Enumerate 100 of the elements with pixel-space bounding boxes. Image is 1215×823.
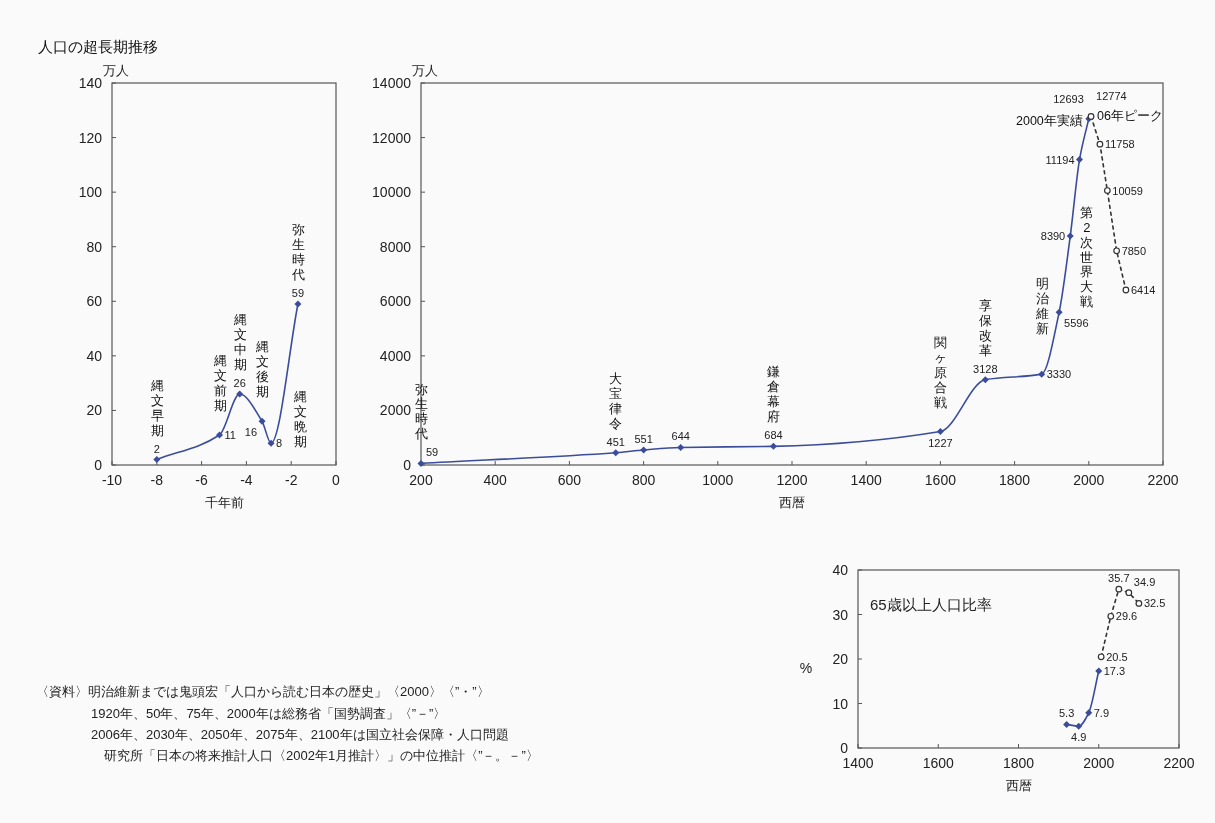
x-tick-label: 1600 bbox=[922, 755, 955, 771]
data-label: 4.9 bbox=[1071, 731, 1087, 744]
data-label: 34.9 bbox=[1133, 575, 1156, 588]
annotation: 縄文晩期 bbox=[293, 389, 308, 450]
annotation: 縄文中期 bbox=[232, 312, 247, 373]
y-tick-label: 20 bbox=[86, 402, 103, 419]
x-tick-label: -8 bbox=[150, 472, 164, 488]
data-label: 59 bbox=[291, 287, 305, 300]
y-tick-label: 40 bbox=[832, 562, 849, 578]
text: 研究所「日本の将来推計人口〈2002年1月推計〉」の中位推計〈”－。－”〉 bbox=[104, 748, 539, 763]
data-label: 32.5 bbox=[1143, 597, 1166, 610]
data-label: 10059 bbox=[1112, 184, 1143, 197]
data-label: 644 bbox=[671, 430, 690, 443]
y-axis-title: 万人 bbox=[412, 63, 438, 78]
annotation: 2000年実績 bbox=[1015, 113, 1083, 129]
x-tick-label: 400 bbox=[483, 472, 508, 488]
x-tick-label: 1400 bbox=[850, 472, 882, 488]
x-tick-label: -2 bbox=[284, 472, 298, 488]
data-label: 12693 bbox=[1053, 92, 1084, 105]
x-axis-title: 西暦 bbox=[779, 495, 805, 510]
chart-title: 人口の超長期推移 bbox=[38, 38, 158, 55]
x-tick-label: -10 bbox=[101, 472, 123, 488]
y-tick-label: 40 bbox=[86, 347, 103, 364]
annotation: 縄文前期 bbox=[212, 353, 227, 413]
data-label: 3128 bbox=[973, 362, 998, 375]
data-label: 1227 bbox=[928, 436, 953, 449]
x-tick-label: 2000 bbox=[1073, 472, 1105, 488]
y-tick-label: 20 bbox=[832, 651, 849, 667]
annotation: 関ヶ原合戦 bbox=[933, 334, 947, 410]
data-label: 29.6 bbox=[1115, 610, 1138, 623]
y-tick-label: 120 bbox=[78, 129, 103, 146]
data-label: 7850 bbox=[1121, 244, 1147, 257]
y-tick-label: 6000 bbox=[379, 293, 412, 310]
text: 〈資料〉明治維新までは鬼頭宏「人口から読む日本の歴史」〈2000〉〈”・”〉 bbox=[36, 684, 490, 699]
x-axis-title: 千年前 bbox=[204, 495, 244, 510]
data-label: 11 bbox=[224, 428, 236, 441]
x-tick-label: 600 bbox=[557, 472, 582, 488]
annotation: 享保改革 bbox=[978, 297, 992, 358]
data-label: 20.5 bbox=[1106, 650, 1128, 663]
annotation: 鎌倉幕府 bbox=[766, 364, 780, 425]
x-tick-label: 1800 bbox=[1002, 755, 1035, 771]
y-axis-title: % bbox=[799, 660, 813, 676]
x-tick-label: 1800 bbox=[999, 472, 1031, 488]
data-label: 3330 bbox=[1046, 368, 1072, 381]
x-tick-label: 800 bbox=[631, 472, 656, 488]
data-label: 451 bbox=[606, 435, 625, 448]
annotation: 弥生時代 bbox=[414, 381, 428, 442]
data-label: 6414 bbox=[1130, 283, 1156, 296]
y-tick-label: 60 bbox=[86, 293, 103, 310]
y-tick-label: 14000 bbox=[372, 75, 412, 91]
annotation: 縄文早期 bbox=[149, 377, 164, 438]
x-tick-label: 200 bbox=[409, 472, 433, 488]
y-tick-label: 100 bbox=[78, 184, 103, 201]
text: 1920年、50年、75年、2000年は総務省「国勢調査」〈”－”〉 bbox=[91, 706, 447, 721]
data-label: 8 bbox=[276, 437, 283, 450]
x-tick-label: 2200 bbox=[1147, 472, 1179, 488]
data-label: 11194 bbox=[1045, 153, 1075, 166]
y-tick-label: 30 bbox=[832, 606, 849, 623]
y-tick-label: 2000 bbox=[379, 402, 412, 419]
y-tick-label: 8000 bbox=[379, 238, 412, 255]
data-label: 684 bbox=[764, 429, 783, 442]
x-tick-label: -4 bbox=[240, 472, 253, 488]
annotation: 弥生時代 bbox=[290, 222, 305, 283]
x-tick-label: 1400 bbox=[842, 755, 874, 771]
x-tick-label: 0 bbox=[332, 472, 341, 488]
x-tick-label: 1000 bbox=[702, 472, 734, 488]
annotation: 第2次世界大戦 bbox=[1080, 204, 1094, 310]
y-tick-label: 0 bbox=[94, 457, 103, 473]
data-label: 16 bbox=[244, 426, 258, 439]
annotation: 65歳以上人口比率 bbox=[870, 596, 992, 613]
data-label: 8390 bbox=[1040, 230, 1066, 243]
annotation: 縄文後期 bbox=[255, 339, 270, 400]
data-label: 17.3 bbox=[1103, 665, 1126, 678]
y-tick-label: 0 bbox=[403, 457, 412, 473]
y-tick-label: 10000 bbox=[372, 184, 412, 201]
y-tick-label: 10 bbox=[832, 695, 849, 712]
x-tick-label: 2200 bbox=[1163, 755, 1195, 771]
x-tick-label: 1200 bbox=[776, 472, 808, 488]
x-tick-label: -6 bbox=[195, 472, 209, 488]
x-tick-label: 1600 bbox=[924, 472, 957, 488]
y-tick-label: 0 bbox=[840, 740, 849, 756]
data-label: 35.7 bbox=[1108, 572, 1130, 585]
y-tick-label: 140 bbox=[78, 75, 103, 91]
data-label: 5.3 bbox=[1059, 707, 1075, 720]
data-label: 26 bbox=[233, 377, 246, 390]
y-tick-label: 80 bbox=[86, 238, 103, 255]
y-tick-label: 12000 bbox=[372, 129, 412, 146]
data-label: 7.9 bbox=[1093, 706, 1110, 719]
data-label: 11758 bbox=[1104, 138, 1135, 151]
annotation: 明治維新 bbox=[1034, 276, 1049, 337]
text: 2006年、2030年、2050年、2075年、2100年は国立社会保障・人口問題 bbox=[91, 727, 509, 742]
x-axis-title: 西暦 bbox=[1005, 778, 1032, 793]
x-tick-label: 2000 bbox=[1083, 755, 1115, 771]
data-label: 59 bbox=[426, 446, 439, 459]
y-axis-title: 万人 bbox=[103, 63, 129, 78]
annotation: 大宝律令 bbox=[609, 370, 623, 431]
annotation: 06年ピーク bbox=[1097, 109, 1163, 124]
y-tick-label: 4000 bbox=[379, 347, 412, 364]
data-label: 5596 bbox=[1064, 317, 1089, 330]
data-label: 551 bbox=[634, 432, 653, 445]
